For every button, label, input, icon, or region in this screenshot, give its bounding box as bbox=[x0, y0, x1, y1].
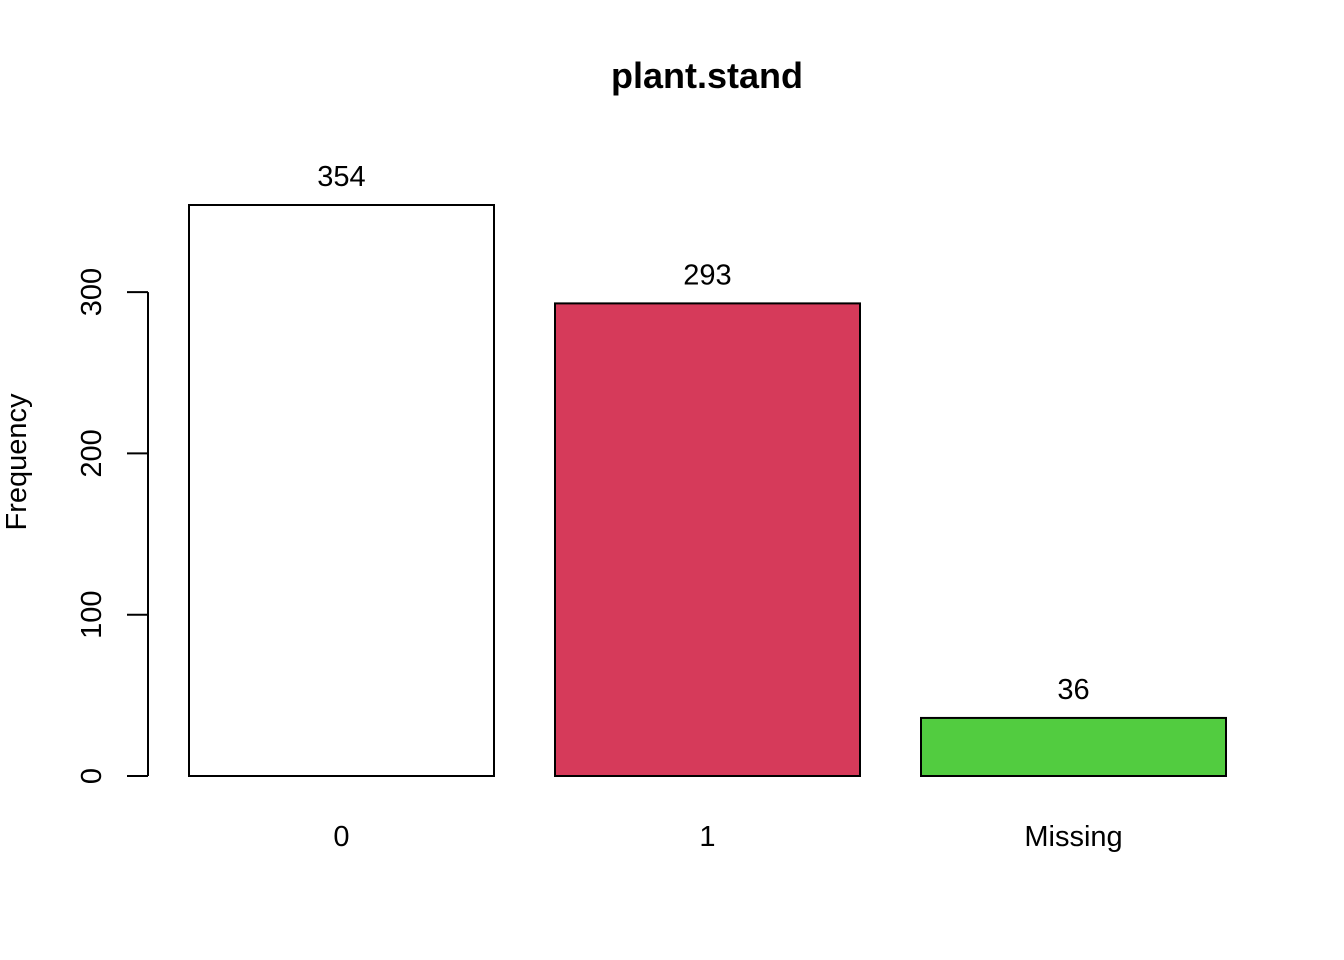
chart-title: plant.stand bbox=[611, 55, 803, 96]
bars bbox=[188, 204, 1227, 777]
y-axis: 0 100 200 300 bbox=[76, 268, 149, 784]
value-labels: 354 293 36 bbox=[317, 161, 1089, 706]
bar-0 bbox=[188, 204, 495, 777]
bar-missing bbox=[920, 716, 1227, 777]
x-tick-label: Missing bbox=[1024, 821, 1122, 853]
y-tick-label: 300 bbox=[76, 268, 108, 316]
y-tick-label: 0 bbox=[76, 768, 108, 784]
x-tick-label: 1 bbox=[699, 821, 715, 853]
value-label: 36 bbox=[1057, 674, 1089, 706]
value-label: 293 bbox=[683, 259, 731, 291]
bar-1 bbox=[554, 302, 861, 777]
y-axis-label: Frequency bbox=[1, 393, 33, 531]
x-tick-labels: 0 1 Missing bbox=[333, 821, 1122, 853]
x-tick-label: 0 bbox=[333, 821, 349, 853]
y-tick-label: 100 bbox=[76, 591, 108, 639]
y-tick-label: 200 bbox=[76, 429, 108, 477]
value-label: 354 bbox=[317, 161, 365, 193]
